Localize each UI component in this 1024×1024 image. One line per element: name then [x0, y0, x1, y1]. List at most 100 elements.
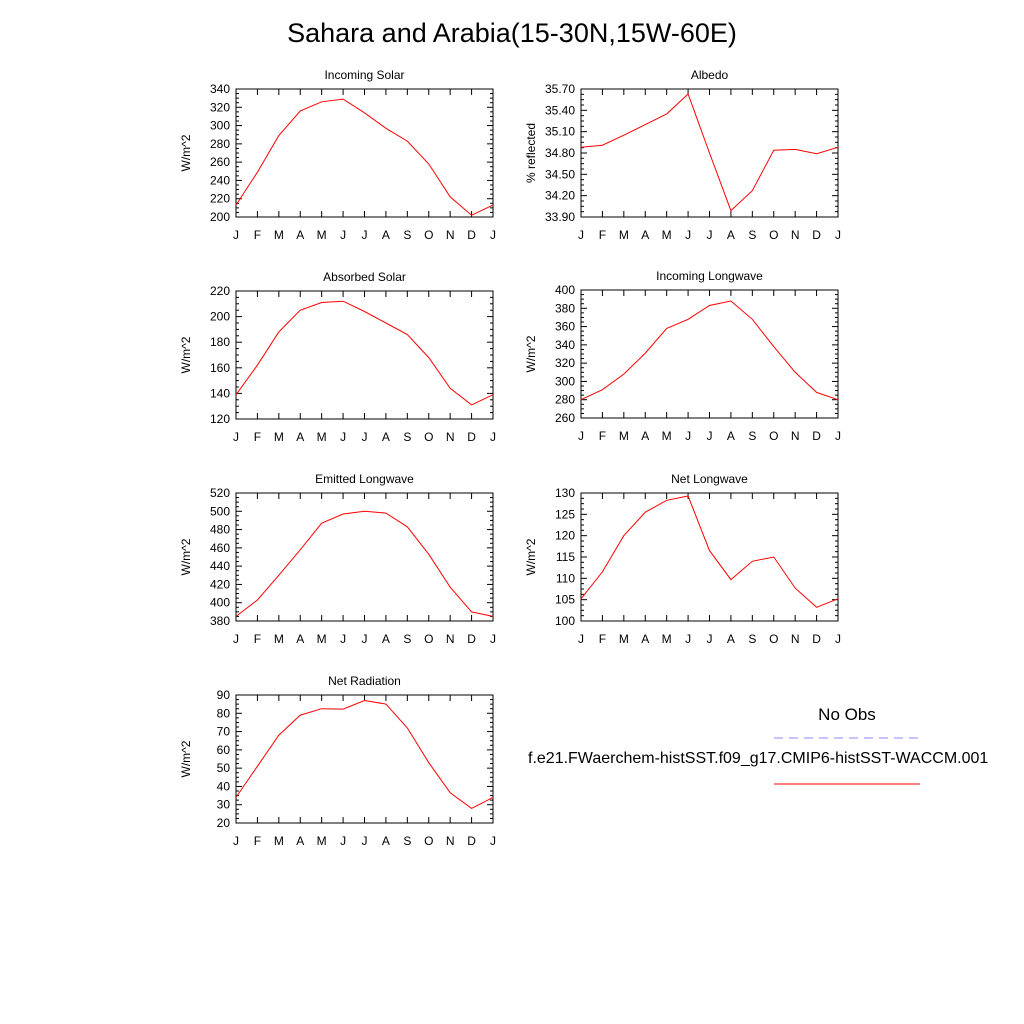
y-tick-label: 240 — [210, 173, 230, 187]
x-tick-label: M — [317, 834, 327, 848]
x-tick-label: J — [835, 632, 841, 646]
x-tick-label: S — [403, 430, 411, 444]
y-tick-label: 320 — [210, 100, 230, 114]
x-tick-label: A — [296, 430, 304, 444]
x-tick-label: J — [578, 632, 584, 646]
x-tick-label: N — [446, 228, 455, 242]
plot-frame — [580, 289, 839, 419]
x-tick-label: A — [727, 632, 735, 646]
x-tick-label: D — [467, 834, 476, 848]
panel-title: Albedo — [691, 68, 729, 82]
y-tick-label: 200 — [210, 310, 230, 324]
x-tick-label: F — [254, 632, 261, 646]
x-tick-label: N — [446, 834, 455, 848]
x-tick-label: J — [835, 228, 841, 242]
x-tick-label: S — [403, 632, 411, 646]
x-tick-label: S — [403, 228, 411, 242]
plot-frame — [580, 492, 839, 622]
x-tick-label: J — [707, 429, 713, 443]
x-tick-label: M — [274, 228, 284, 242]
x-tick-label: N — [791, 228, 800, 242]
panel-title: Absorbed Solar — [323, 270, 406, 284]
x-tick-label: N — [446, 632, 455, 646]
x-tick-label: J — [340, 228, 346, 242]
panel-4: Emitted Longwave 380 400 420 440 460 480 500 520… — [179, 472, 496, 646]
x-tick-label: A — [296, 834, 304, 848]
x-tick-label: J — [490, 632, 496, 646]
x-tick-label: D — [812, 632, 821, 646]
x-tick-label: J — [685, 228, 691, 242]
x-tick-label: M — [619, 228, 629, 242]
y-tick-label: 320 — [555, 356, 575, 370]
panel-title: Net Radiation — [328, 674, 401, 688]
x-tick-label: J — [362, 430, 368, 444]
y-tick-label: 380 — [210, 614, 230, 628]
y-axis-label: W/m^2 — [524, 335, 538, 372]
y-tick-label: 360 — [555, 320, 575, 334]
y-tick-label: 90 — [217, 688, 231, 702]
x-tick-label: J — [233, 632, 239, 646]
x-tick-label: A — [382, 430, 390, 444]
x-tick-label: F — [599, 429, 606, 443]
y-tick-label: 520 — [210, 486, 230, 500]
y-tick-label: 460 — [210, 541, 230, 555]
x-tick-label: A — [296, 228, 304, 242]
panel-title: Net Longwave — [671, 472, 748, 486]
x-tick-label: J — [340, 834, 346, 848]
x-tick-label: N — [791, 429, 800, 443]
y-tick-label: 20 — [217, 816, 231, 830]
x-tick-label: J — [362, 632, 368, 646]
x-tick-label: D — [467, 632, 476, 646]
y-tick-label: 280 — [555, 393, 575, 407]
x-tick-label: M — [662, 228, 672, 242]
legend-model-label: f.e21.FWaerchem-histSST.f09_g17.CMIP6-hi… — [528, 750, 989, 767]
y-tick-label: 280 — [210, 137, 230, 151]
series-line — [580, 93, 839, 212]
y-tick-label: 60 — [217, 743, 231, 757]
y-tick-label: 260 — [210, 155, 230, 169]
panel-0: Incoming Solar 200 220 240 260 280 300 320 340 J F… — [179, 68, 496, 242]
y-tick-label: 30 — [217, 798, 231, 812]
y-axis-label: W/m^2 — [179, 538, 193, 575]
x-tick-label: J — [233, 228, 239, 242]
x-tick-label: J — [233, 834, 239, 848]
series-line — [235, 699, 494, 809]
x-tick-label: S — [748, 429, 756, 443]
x-tick-label: J — [490, 228, 496, 242]
y-tick-label: 160 — [210, 361, 230, 375]
x-tick-label: N — [791, 632, 800, 646]
y-tick-label: 34.80 — [545, 146, 575, 160]
y-tick-label: 105 — [555, 593, 575, 607]
y-tick-label: 100 — [555, 614, 575, 628]
panel-3: Incoming Longwave 260 280 300 320 340 360 380 40… — [524, 269, 841, 443]
y-tick-label: 34.20 — [545, 189, 575, 203]
x-tick-label: M — [619, 429, 629, 443]
x-tick-label: O — [769, 632, 778, 646]
panel-title: Emitted Longwave — [315, 472, 414, 486]
y-axis-label: % reflected — [524, 123, 538, 183]
y-tick-label: 130 — [555, 486, 575, 500]
x-tick-label: D — [812, 228, 821, 242]
x-tick-label: F — [254, 228, 261, 242]
y-tick-label: 33.90 — [545, 210, 575, 224]
x-tick-label: J — [578, 429, 584, 443]
figure-title: Sahara and Arabia(15-30N,15W-60E) — [287, 18, 737, 48]
panel-title: Incoming Solar — [324, 68, 404, 82]
x-tick-label: A — [641, 228, 649, 242]
y-tick-label: 34.50 — [545, 167, 575, 181]
panel-title: Incoming Longwave — [656, 269, 763, 283]
legend-obs-label: No Obs — [818, 705, 876, 724]
x-tick-label: M — [317, 632, 327, 646]
y-axis-label: W/m^2 — [179, 134, 193, 171]
x-tick-label: O — [769, 228, 778, 242]
x-tick-label: J — [340, 632, 346, 646]
x-tick-label: A — [296, 632, 304, 646]
x-tick-label: M — [317, 228, 327, 242]
panel-1: Albedo 33.90 34.20 34.50 34.80 35.10 35.40 35.7… — [524, 68, 841, 242]
x-tick-label: J — [233, 430, 239, 444]
x-tick-label: M — [274, 632, 284, 646]
x-tick-label: F — [599, 632, 606, 646]
y-tick-label: 110 — [556, 571, 575, 585]
